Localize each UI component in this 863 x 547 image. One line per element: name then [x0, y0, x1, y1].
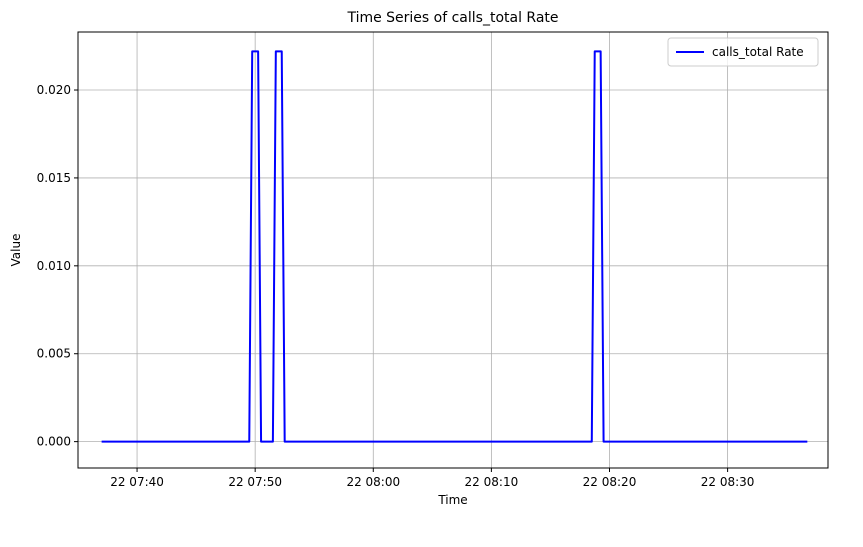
x-axis-label: Time — [437, 493, 467, 507]
series-layer — [101, 50, 808, 443]
legend-label: calls_total Rate — [712, 45, 804, 59]
y-axis-ticks: 0.000 0.005 0.010 0.015 0.020 — [37, 83, 78, 449]
y-tick-label: 0.000 — [37, 435, 71, 449]
plot-frame — [77, 31, 829, 469]
y-axis-label: Value — [9, 234, 23, 267]
y-tick-label: 0.020 — [37, 83, 71, 97]
y-tick-label: 0.010 — [37, 259, 71, 273]
x-axis-ticks: 22 07:40 22 07:50 22 08:00 22 08:10 22 08:20… — [110, 468, 754, 489]
legend-box — [667, 37, 819, 67]
y-tick-label: 0.015 — [37, 171, 71, 185]
series-line — [101, 50, 808, 443]
x-tick-label: 22 08:10 — [465, 475, 519, 489]
plot-area — [78, 32, 828, 468]
y-tick-label: 0.005 — [37, 347, 71, 361]
x-tick-label: 22 08:20 — [583, 475, 637, 489]
chart-title: Time Series of calls_total Rate — [346, 10, 558, 26]
x-tick-label: 22 07:50 — [228, 475, 282, 489]
x-tick-label: 22 08:30 — [701, 475, 755, 489]
x-tick-label: 22 07:40 — [110, 475, 164, 489]
x-tick-label: 22 08:00 — [346, 475, 400, 489]
legend: calls_total Rate — [667, 37, 819, 67]
